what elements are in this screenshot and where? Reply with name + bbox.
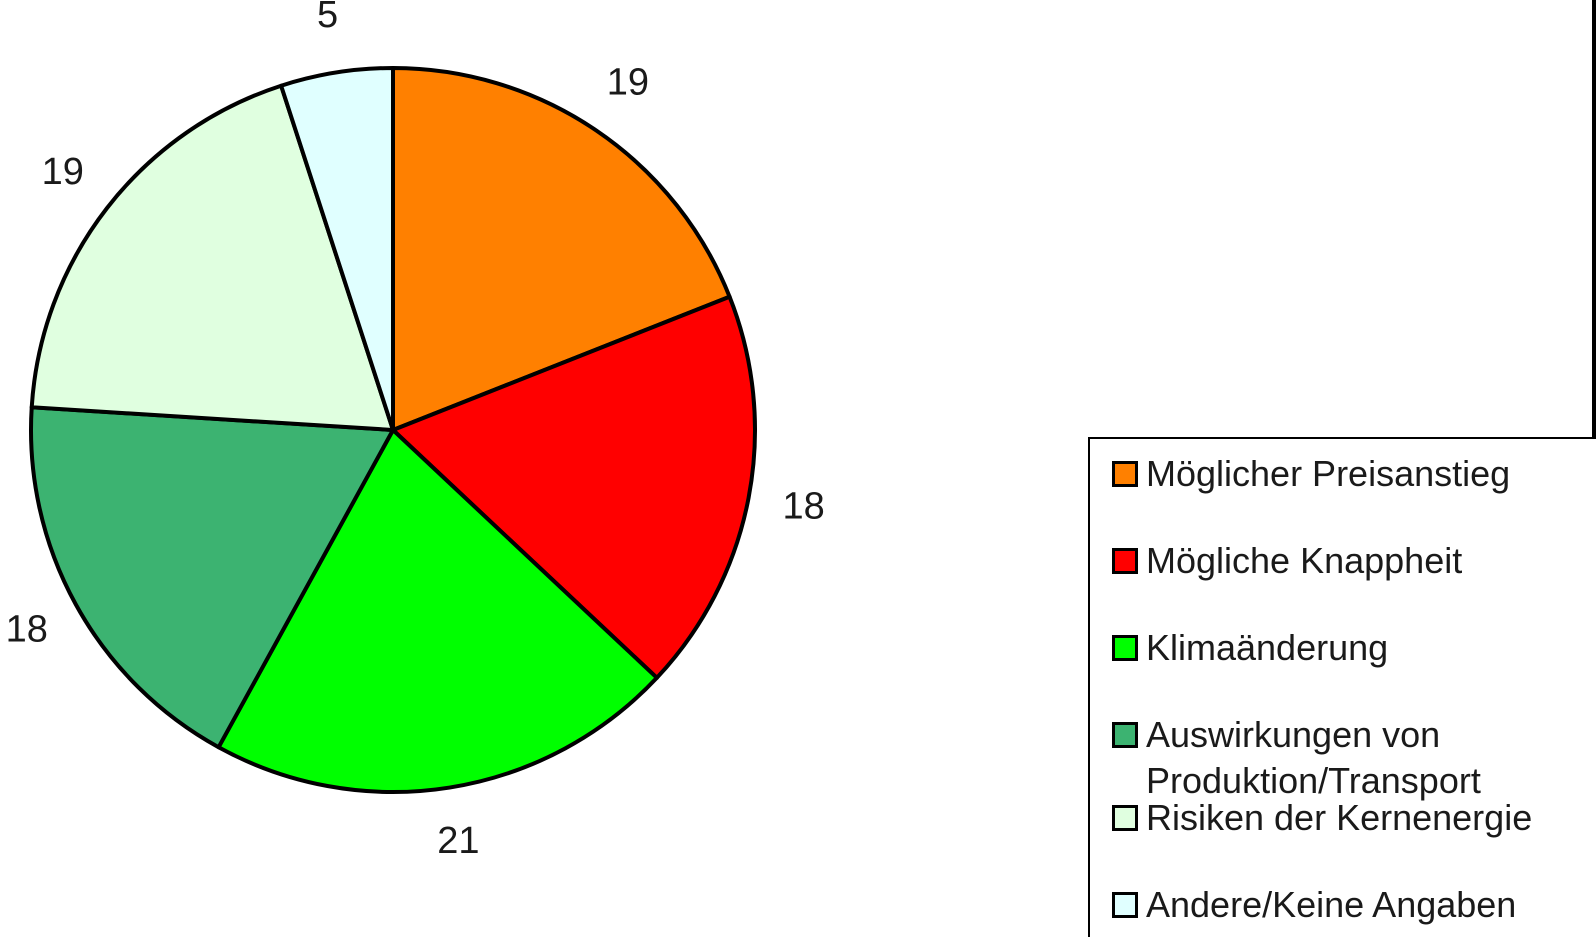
data-label-auswirkungen: 18: [6, 608, 48, 650]
data-label-kernenergie: 19: [42, 151, 84, 193]
data-label-andere: 5: [317, 0, 338, 36]
legend-item-preisanstieg: Möglicher Preisanstieg: [1112, 451, 1566, 497]
legend-swatch-andere: [1112, 892, 1138, 918]
pie-slice-knappheit: [391, 294, 757, 680]
legend-label-andere: Andere/Keine Angaben: [1146, 884, 1517, 925]
legend-label-klimaaenderung: Klimaänderung: [1146, 627, 1389, 668]
legend: Möglicher Preisanstieg Mögliche Knapphei…: [1088, 437, 1596, 937]
legend-swatch-preisanstieg: [1112, 461, 1138, 487]
data-label-klimaaenderung: 21: [437, 820, 479, 862]
data-label-preisanstieg: 19: [607, 61, 649, 103]
pie-slice-andere: [279, 66, 395, 432]
pie-data-labels: 19 18 21 18 19 5: [6, 0, 825, 862]
legend-label-kernenergie: Risiken der Kernenergie: [1146, 797, 1533, 838]
legend-swatch-auswirkungen: [1112, 722, 1138, 748]
legend-swatch-kernenergie: [1112, 805, 1138, 831]
legend-item-klimaaenderung: Klimaänderung: [1112, 625, 1566, 671]
legend-item-knappheit: Mögliche Knappheit: [1112, 538, 1566, 584]
legend-item-auswirkungen: Auswirkungen von Produktion/Transport: [1112, 712, 1506, 804]
pie-slice-preisanstieg: [391, 66, 732, 432]
legend-swatch-klimaaenderung: [1112, 635, 1138, 661]
legend-label-auswirkungen: Auswirkungen von Produktion/Transport: [1146, 714, 1481, 801]
legend-label-knappheit: Mögliche Knappheit: [1146, 540, 1463, 581]
pie-slice-klimaaenderung: [216, 428, 659, 794]
legend-swatch-knappheit: [1112, 548, 1138, 574]
legend-item-andere: Andere/Keine Angaben: [1112, 882, 1566, 928]
pie-slice-auswirkungen: [29, 405, 395, 750]
legend-item-kernenergie: Risiken der Kernenergie: [1112, 795, 1566, 841]
data-label-knappheit: 18: [782, 485, 824, 527]
pie-slices: [29, 66, 757, 794]
legend-label-preisanstieg: Möglicher Preisanstieg: [1146, 453, 1511, 494]
pie-slice-kernenergie: [29, 83, 395, 432]
